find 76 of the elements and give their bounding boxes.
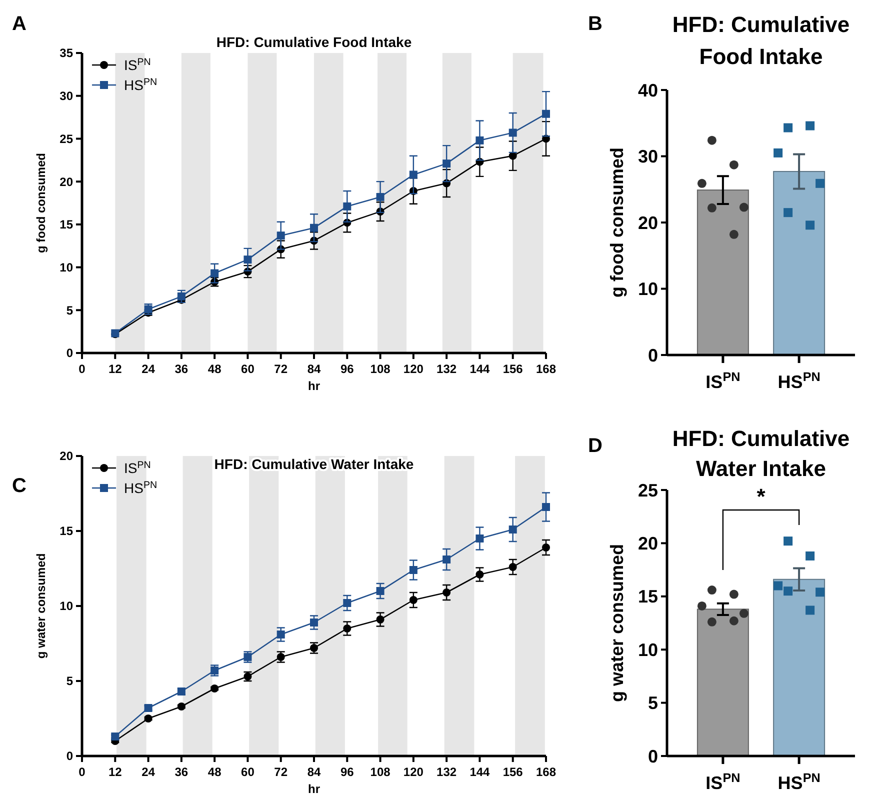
- y-tick-label: 0: [66, 749, 74, 764]
- x-tick-label: 12: [108, 362, 122, 376]
- chart-title: HFD: Cumulative Water Intake: [214, 456, 414, 472]
- x-tick-label: 84: [307, 362, 321, 376]
- x-tick-label: 156: [502, 362, 524, 376]
- y-tick-label: 20: [638, 534, 658, 554]
- x-tick-label: 144: [470, 765, 490, 779]
- text: C: [12, 475, 26, 497]
- x-axis-title: hr: [308, 379, 320, 393]
- x-tick-label: 96: [340, 765, 354, 779]
- x-tick-label: 120: [403, 362, 424, 376]
- x-tick-label: 48: [208, 362, 222, 376]
- x-tick-label: 60: [241, 362, 255, 376]
- y-tick-label: 15: [60, 524, 74, 538]
- x-tick-label: 36: [174, 765, 188, 779]
- x-tick-label: 156: [502, 765, 524, 779]
- y-tick-label: 5: [648, 693, 658, 714]
- x-tick-label: 36: [174, 362, 188, 376]
- y-tick-label: 25: [638, 480, 658, 500]
- text: A: [12, 13, 26, 35]
- x-tick-label: 132: [436, 362, 457, 376]
- x-tick-label: 84: [307, 765, 321, 779]
- x-tick-label: 24: [142, 765, 156, 779]
- y-tick-label: 30: [60, 89, 74, 104]
- y-tick-label: 15: [60, 218, 74, 232]
- y-tick-label: 10: [60, 260, 74, 274]
- y-axis-title: g food consumed: [34, 153, 48, 253]
- y-tick-label: 15: [638, 586, 658, 607]
- y-tick-label: 25: [60, 132, 74, 146]
- text: D: [588, 435, 602, 457]
- x-tick-label: 12: [108, 765, 122, 779]
- y-axis-title: g water consumed: [607, 544, 627, 702]
- x-tick-label: HS$^{PN}$: [778, 370, 820, 392]
- x-tick-label: 108: [370, 765, 391, 779]
- chart-title: HFD: Cumulative Water Intake: [672, 426, 850, 481]
- legend-label: IS$^{PN}$: [124, 56, 151, 73]
- y-axis-title: g food consumed: [607, 148, 627, 298]
- y-tick-label: 20: [60, 449, 74, 464]
- y-tick-label: 0: [66, 346, 74, 360]
- y-tick-label: 20: [638, 212, 658, 233]
- x-tick-label: IS$^{PN}$: [706, 370, 740, 392]
- y-tick-label: 35: [60, 46, 74, 60]
- x-tick-label: 48: [208, 765, 222, 779]
- y-tick-label: 10: [638, 640, 658, 660]
- x-tick-label: 72: [274, 362, 288, 376]
- x-tick-label: 0: [78, 362, 86, 376]
- x-axis-title: hr: [308, 782, 320, 796]
- y-tick-label: 40: [638, 80, 658, 100]
- legend-label: HS$^{PN}$: [124, 479, 158, 496]
- annotation: *: [756, 484, 766, 509]
- x-tick-label: 0: [78, 765, 86, 779]
- x-tick-label: 24: [142, 362, 156, 376]
- chart-title: HFD: Cumulative Food Intake: [216, 34, 412, 50]
- y-tick-label: 20: [60, 174, 74, 189]
- x-tick-label: 132: [436, 765, 457, 779]
- x-tick-label: IS$^{PN}$: [706, 771, 740, 793]
- legend-label: HS$^{PN}$: [124, 76, 158, 93]
- x-tick-label: HS$^{PN}$: [778, 771, 820, 793]
- x-tick-label: 168: [536, 765, 556, 779]
- x-tick-label: 168: [536, 362, 556, 376]
- x-tick-label: 60: [241, 765, 255, 779]
- x-tick-label: 96: [340, 362, 354, 376]
- x-tick-label: 108: [370, 362, 391, 376]
- legend-label: IS$^{PN}$: [124, 459, 151, 476]
- y-tick-label: 0: [648, 746, 658, 766]
- x-tick-label: 72: [274, 765, 288, 779]
- x-tick-label: 144: [470, 362, 490, 376]
- y-tick-label: 5: [66, 303, 74, 318]
- x-tick-label: 120: [403, 765, 424, 779]
- y-tick-label: 10: [638, 279, 658, 300]
- text: B: [588, 13, 602, 35]
- y-axis-title: g water consumed: [34, 553, 48, 659]
- y-tick-label: 5: [66, 674, 74, 688]
- y-tick-label: 10: [60, 599, 74, 614]
- y-tick-label: 30: [638, 146, 658, 167]
- chart-title: HFD: Cumulative Food Intake: [672, 12, 850, 69]
